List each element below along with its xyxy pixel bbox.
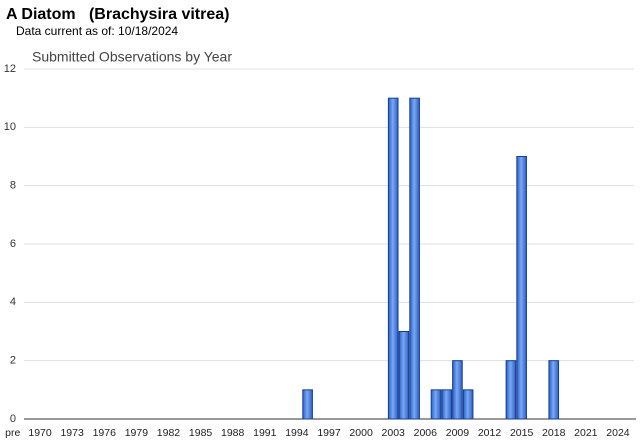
x-tick-label: 1991 — [253, 427, 277, 439]
bar — [452, 360, 463, 420]
x-tick-label: 2000 — [349, 427, 373, 439]
x-tick-label: 2003 — [382, 427, 406, 439]
x-tick-label: 2009 — [446, 427, 470, 439]
x-tick-label: 2015 — [510, 427, 534, 439]
x-tick-label: 2012 — [478, 427, 502, 439]
x-tick-label: 1976 — [93, 427, 117, 439]
x-tick-label: 2018 — [542, 427, 566, 439]
x-tick-label: 1985 — [189, 427, 213, 439]
bar — [441, 389, 453, 420]
bar — [409, 97, 420, 420]
y-tick-label: 4 — [10, 296, 16, 308]
x-tick-label: 2024 — [606, 427, 630, 439]
y-tick-label: 2 — [10, 355, 16, 367]
bar — [398, 331, 410, 420]
page-title: A Diatom (Brachysira vitrea) — [6, 6, 229, 23]
bar — [302, 389, 313, 420]
y-tick-label: 6 — [10, 238, 16, 250]
x-tick-label: 2006 — [414, 427, 438, 439]
bar — [548, 360, 560, 420]
y-tick-label: 8 — [10, 180, 16, 192]
data-date: Data current as of: 10/18/2024 — [16, 24, 178, 38]
bar — [462, 389, 474, 420]
y-tick-label: 10 — [4, 121, 16, 133]
x-tick-label: 1982 — [157, 427, 181, 439]
bar — [430, 389, 442, 420]
y-tick-label: 12 — [4, 63, 16, 75]
bar — [505, 360, 517, 420]
x-tick-label: 1997 — [317, 427, 341, 439]
x-tick-label: pre — [5, 427, 20, 439]
x-tick-label: 1970 — [28, 427, 52, 439]
x-tick-label: 1979 — [125, 427, 149, 439]
x-tick-label: 1973 — [60, 427, 84, 439]
chart-title: Submitted Observations by Year — [32, 49, 232, 65]
x-tick-label: 1988 — [221, 427, 245, 439]
x-tick-label: 2021 — [574, 427, 598, 439]
bar — [387, 97, 399, 420]
y-tick-label: 0 — [10, 413, 16, 425]
bar — [516, 156, 527, 420]
x-tick-label: 1994 — [285, 427, 309, 439]
